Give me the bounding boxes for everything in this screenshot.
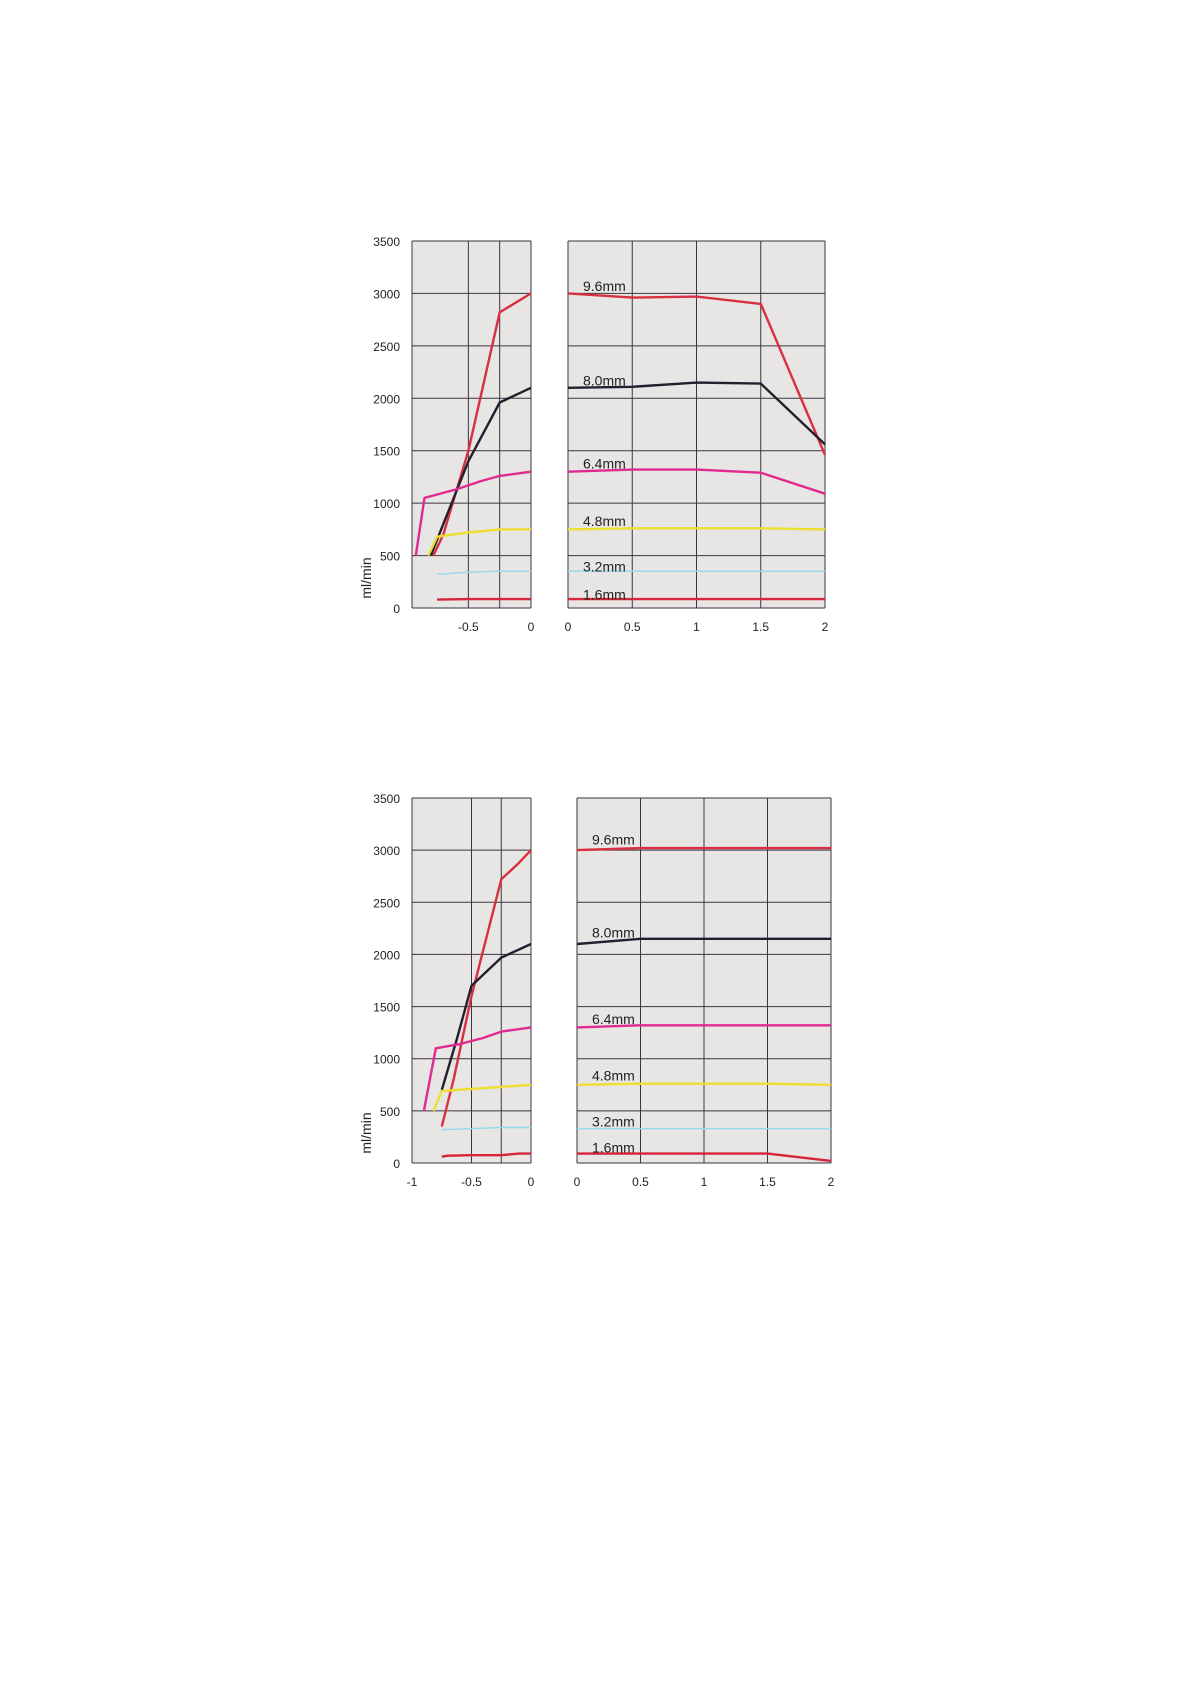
y-tick-labels: 0 500 1000 1500 2000 2500 3000 3500: [373, 792, 400, 1171]
x-tick-label: 1.5: [752, 620, 769, 634]
y-tick-label: 1000: [373, 497, 400, 511]
series-line-9-6mm: [576, 846, 831, 852]
series-group: 9.6mm 8.0mm 6.4mm 4.8mm 3.2mm 1.6mm: [567, 278, 827, 602]
series-label-8-0mm: 8.0mm: [583, 372, 626, 388]
series-label-1-6mm: 1.6mm: [583, 586, 626, 602]
panel-2: 9.6mm 8.0mm 6.4mm 4.8mm 3.2mm 1.6mm 0 0.5 1 1.5 2: [565, 240, 829, 634]
y-tick-label: 500: [380, 1105, 400, 1119]
series-line-8-0mm: [576, 937, 831, 946]
panel-1: -1 -0.5 0: [407, 797, 535, 1189]
gridlines: [412, 240, 531, 609]
series-line-8-0mm: [429, 386, 532, 557]
y-tick-label: 500: [380, 550, 400, 564]
x-tick-label: 0.5: [632, 1175, 649, 1189]
series-label-4-8mm: 4.8mm: [583, 513, 626, 529]
gridlines: [568, 240, 825, 609]
y-tick-label: 3000: [373, 287, 400, 301]
series-line-1-6mm: [577, 1152, 832, 1163]
series-label-9-6mm: 9.6mm: [583, 278, 626, 294]
series-line-9-6mm: [567, 292, 827, 456]
y-tick-label: 2500: [373, 896, 400, 910]
series-group: 9.6mm 8.0mm 6.4mm 4.8mm 3.2mm 1.6mm: [576, 832, 832, 1163]
series-label-3-2mm: 3.2mm: [583, 559, 626, 575]
x-tick-label: -0.5: [458, 620, 479, 634]
panel-2: 9.6mm 8.0mm 6.4mm 4.8mm 3.2mm 1.6mm 0 0.5 1 1.5 2: [574, 797, 835, 1189]
y-axis-label: ml/min: [358, 557, 374, 598]
y-tick-label: 3500: [373, 792, 400, 806]
series-line-4-8mm: [427, 528, 531, 557]
series-line-9-6mm: [440, 849, 532, 1127]
series-line-6-4mm: [422, 1026, 532, 1112]
y-tick-label: 2500: [373, 340, 400, 354]
gridlines: [412, 797, 531, 1164]
series-line-6-4mm: [567, 468, 826, 495]
series-line-4-8mm: [567, 527, 826, 531]
series-line-1-6mm: [437, 597, 531, 601]
y-tick-label: 1500: [373, 445, 400, 459]
x-tick-label: -0.5: [461, 1175, 482, 1189]
x-tick-label: 2: [822, 620, 829, 634]
y-tick-label: 3500: [373, 235, 400, 249]
series-label-6-4mm: 6.4mm: [592, 1011, 635, 1027]
y-tick-label: 0: [393, 602, 400, 616]
series-label-4-8mm: 4.8mm: [592, 1067, 635, 1083]
x-tick-label: 1.5: [759, 1175, 776, 1189]
panel-1: -0.5 0: [411, 240, 535, 634]
series-line-3-2mm: [437, 570, 531, 576]
y-axis-label: ml/min: [358, 1112, 374, 1153]
y-tick-label: 1000: [373, 1053, 400, 1067]
x-tick-label: 2: [828, 1175, 835, 1189]
series-label-3-2mm: 3.2mm: [592, 1113, 635, 1129]
x-tick-label: 1: [693, 620, 700, 634]
series-group: [414, 292, 532, 601]
series-line-8-0mm: [440, 942, 532, 1091]
x-tick-label: -1: [407, 1175, 418, 1189]
series-line-4-8mm: [432, 1083, 532, 1112]
y-tick-label: 1500: [373, 1001, 400, 1015]
x-tick-labels: 0 0.5 1 1.5 2: [565, 620, 829, 634]
series-line-9-6mm: [432, 292, 532, 557]
series-line-6-4mm: [576, 1024, 831, 1029]
y-tick-label: 3000: [373, 844, 400, 858]
x-tick-labels: 0 0.5 1 1.5 2: [574, 1175, 835, 1189]
x-tick-labels: -1 -0.5 0: [407, 1175, 535, 1189]
gridlines: [577, 797, 831, 1164]
x-tick-label: 0: [574, 1175, 581, 1189]
series-group: [422, 849, 532, 1158]
x-tick-label: 0.5: [624, 620, 641, 634]
x-tick-label: 0: [565, 620, 572, 634]
series-label-6-4mm: 6.4mm: [583, 455, 626, 471]
chart-2: 0 500 1000 1500 2000 2500 3000 3500 ml/min -1 -0.5…: [358, 792, 835, 1189]
series-line-6-4mm: [414, 470, 532, 556]
series-label-8-0mm: 8.0mm: [592, 925, 635, 941]
series-line-3-2mm: [441, 1126, 531, 1131]
y-tick-label: 2000: [373, 948, 400, 962]
x-tick-label: 0: [528, 1175, 535, 1189]
series-line-4-8mm: [576, 1082, 832, 1086]
y-tick-label: 0: [393, 1157, 400, 1171]
x-tick-label: 0: [528, 620, 535, 634]
y-tick-label: 2000: [373, 392, 400, 406]
x-tick-label: 1: [701, 1175, 708, 1189]
series-label-9-6mm: 9.6mm: [592, 832, 635, 848]
y-tick-labels: 0 500 1000 1500 2000 2500 3000 3500: [373, 235, 400, 616]
series-label-1-6mm: 1.6mm: [592, 1139, 635, 1155]
series-line-8-0mm: [567, 381, 826, 446]
x-tick-labels: -0.5 0: [458, 620, 535, 634]
series-line-1-6mm: [441, 1152, 531, 1158]
